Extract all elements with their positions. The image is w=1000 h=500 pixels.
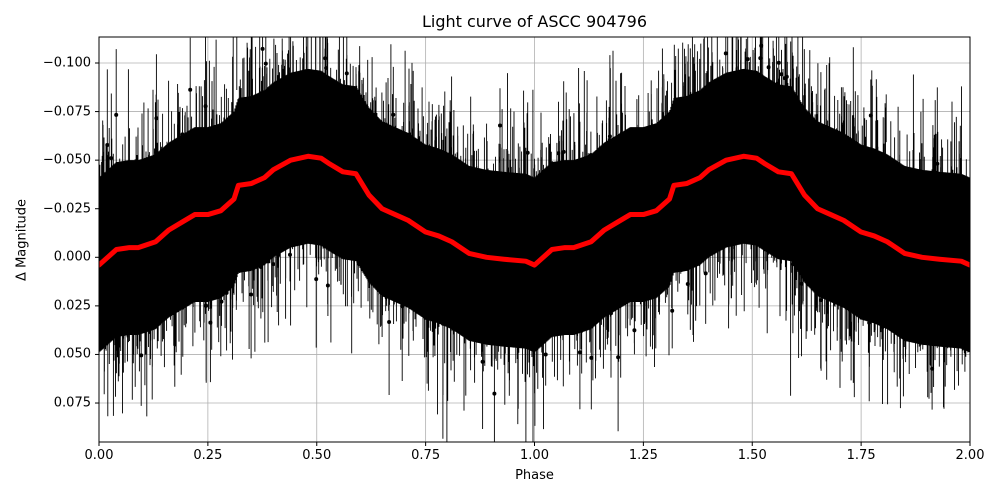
x-tick-label: 0.00 [84, 448, 114, 463]
x-tick-label: 1.50 [737, 448, 767, 463]
x-tick-label: 0.50 [302, 448, 332, 463]
x-axis-label: Phase [515, 468, 554, 483]
y-tick-label: 0.050 [53, 346, 91, 362]
tick-marks [95, 62, 971, 446]
x-tick-label: 0.75 [411, 448, 441, 463]
y-tick-label: −0.100 [42, 55, 91, 71]
y-tick-label: −0.075 [42, 104, 91, 120]
y-tick-label: 0.000 [53, 249, 91, 265]
chart-title: Light curve of ASCC 904796 [421, 12, 648, 31]
x-tick-label: 1.75 [846, 448, 876, 463]
binned-mean-line [99, 153, 970, 268]
x-tick-label: 1.00 [520, 448, 549, 463]
y-tick-label: −0.025 [42, 201, 91, 217]
x-tick-label: 2.00 [955, 448, 985, 463]
y-tick-label: −0.050 [42, 152, 91, 168]
y-tick-label: 0.075 [53, 395, 91, 411]
y-axis-label: Δ Magnitude [14, 199, 30, 281]
x-tick-label: 1.25 [628, 448, 658, 463]
y-tick-label: 0.025 [53, 298, 91, 314]
x-tick-label: 0.25 [193, 448, 223, 463]
